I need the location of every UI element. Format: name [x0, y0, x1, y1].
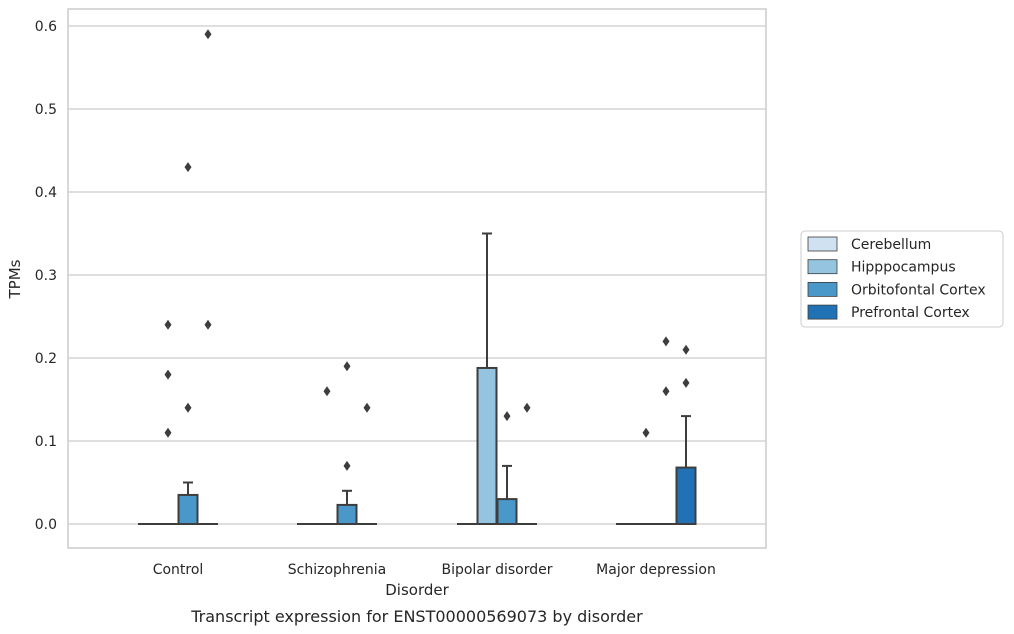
- outlier-point: [323, 386, 331, 397]
- box-group: [517, 402, 537, 525]
- legend-label: Cerebellum: [851, 237, 931, 253]
- box-group: [636, 427, 656, 525]
- box: [177, 493, 199, 526]
- x-tick-labels: Control Schizophrenia Bipolar disorder Majo…: [153, 562, 716, 578]
- x-axis-label: Disorder: [385, 581, 449, 599]
- outlier-point: [523, 402, 531, 413]
- outlier-point: [343, 361, 351, 372]
- box: [496, 498, 518, 526]
- box-group: [177, 162, 199, 526]
- outlier-point: [204, 29, 212, 40]
- y-tick-label: 0.2: [35, 351, 57, 367]
- outlier-point: [164, 369, 172, 380]
- y-tick-label: 0.0: [35, 517, 57, 533]
- box-group: [317, 386, 337, 525]
- legend: Cerebellum Hipppocampus Orbitofontal Corte…: [800, 230, 1004, 328]
- legend-label: Prefrontal Cortex: [851, 305, 970, 321]
- legend-swatch: [807, 304, 838, 320]
- box-elements: [138, 29, 697, 526]
- legend-swatch: [807, 236, 838, 252]
- box-group: [158, 319, 178, 525]
- box-group: [198, 29, 218, 525]
- box: [336, 503, 358, 526]
- box: [675, 466, 697, 525]
- y-tick-labels: 0.0 0.1 0.2 0.3 0.4 0.5 0.6: [35, 19, 57, 533]
- box-group: [675, 344, 697, 525]
- outlier-point: [503, 411, 511, 422]
- y-tick-label: 0.4: [35, 185, 57, 201]
- outlier-point: [204, 319, 212, 330]
- legend-frame: [800, 230, 1004, 328]
- outlier-point: [662, 386, 670, 397]
- x-tick-label: Schizophrenia: [288, 562, 386, 578]
- grid-lines: [68, 25, 766, 525]
- box-group: [656, 336, 676, 525]
- box-group: [476, 232, 498, 525]
- outlier-point: [682, 377, 690, 388]
- outlier-point: [682, 344, 690, 355]
- outlier-point: [642, 427, 650, 438]
- y-tick-label: 0.3: [35, 268, 57, 284]
- y-tick-label: 0.1: [35, 434, 57, 450]
- x-tick-label: Bipolar disorder: [441, 562, 552, 578]
- y-tick-label: 0.5: [35, 102, 57, 118]
- box-group: [496, 411, 518, 526]
- outlier-point: [363, 402, 371, 413]
- y-axis-label: TPMs: [6, 259, 24, 299]
- plot-frame: [67, 8, 767, 549]
- chart-caption: Transcript expression for ENST0000056907…: [190, 607, 643, 626]
- outlier-point: [184, 402, 192, 413]
- y-tick-label: 0.6: [35, 19, 57, 35]
- outlier-point: [662, 336, 670, 347]
- box-group: [357, 402, 377, 525]
- legend-swatch: [807, 281, 838, 297]
- outlier-point: [343, 460, 351, 471]
- x-tick-label: Control: [153, 562, 204, 578]
- legend-label: Orbitofontal Cortex: [851, 282, 986, 298]
- outlier-point: [164, 427, 172, 438]
- legend-swatch: [807, 259, 838, 275]
- box: [476, 366, 498, 525]
- box-group: [336, 361, 358, 526]
- legend-label: Hipppocampus: [851, 260, 956, 276]
- outlier-point: [184, 162, 192, 173]
- x-tick-label: Major depression: [596, 562, 716, 578]
- outlier-point: [164, 319, 172, 330]
